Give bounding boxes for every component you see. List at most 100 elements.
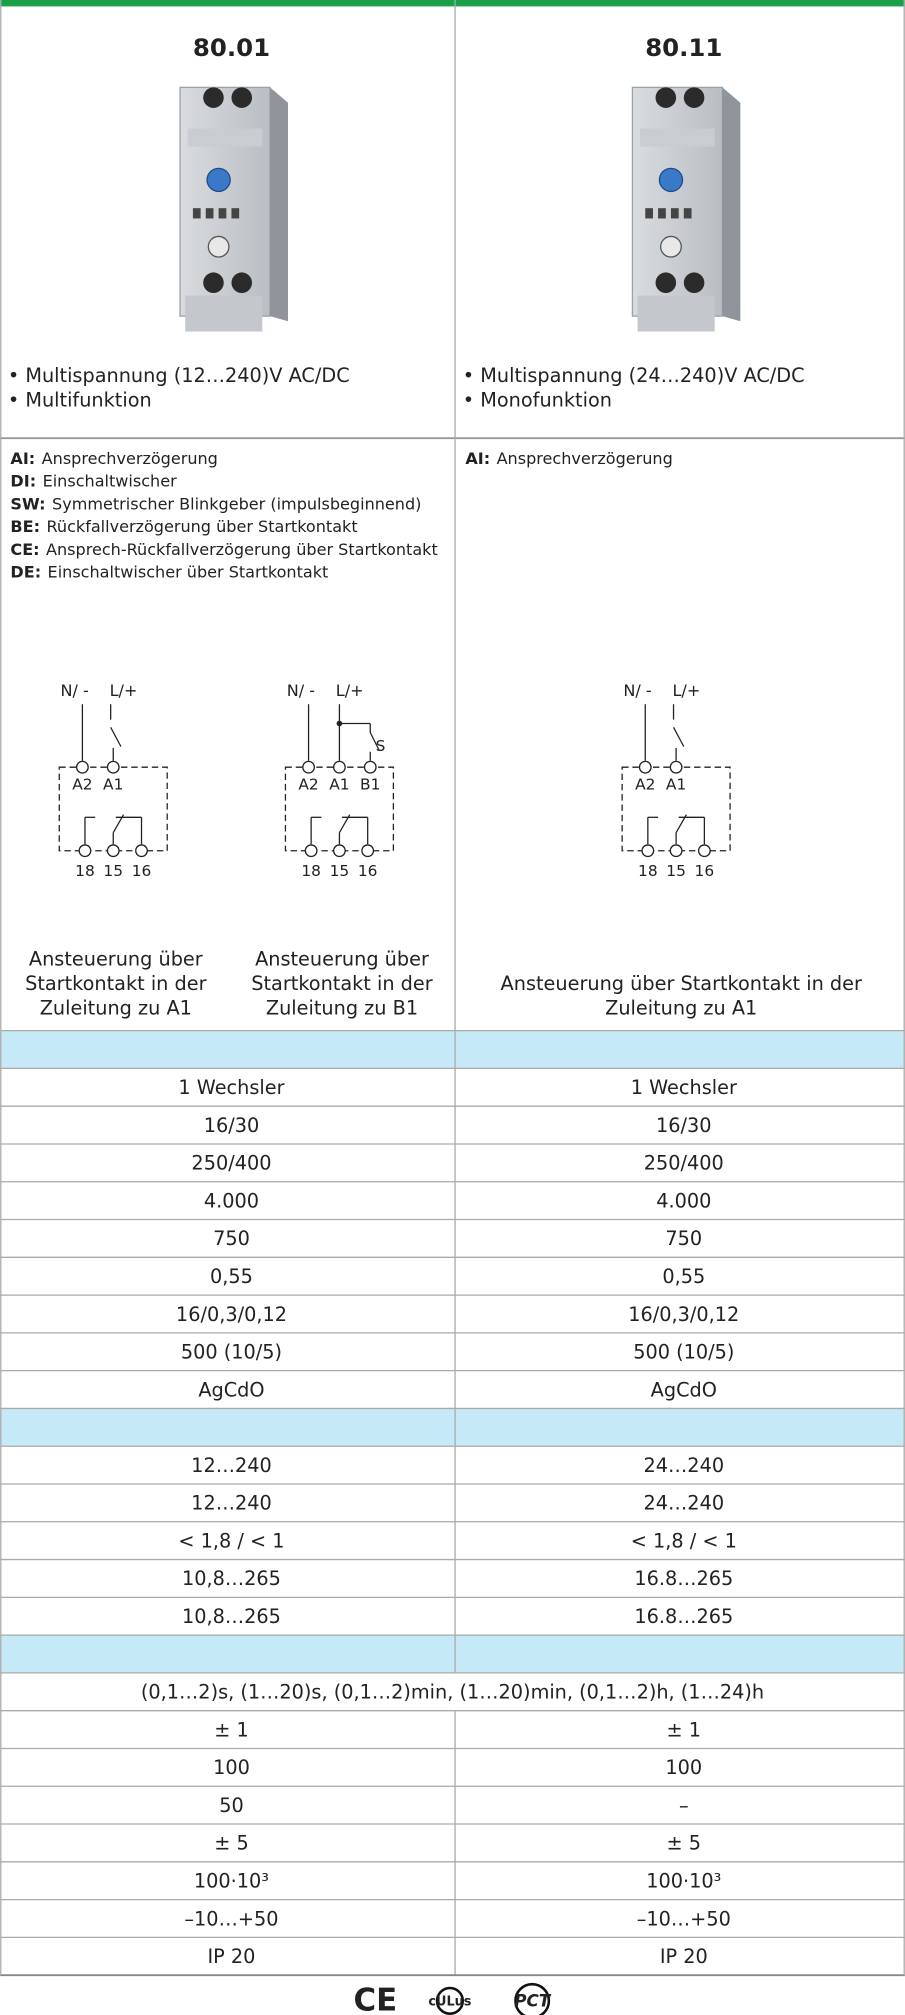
- table-cell: 16.8…265: [634, 1605, 733, 1628]
- table-cell: 10,8…265: [182, 1567, 281, 1590]
- contact: [641, 844, 655, 858]
- product-image: [631, 86, 741, 333]
- function-code: AI:: [10, 448, 35, 467]
- wiring-diagram: A2 A1 N/ - L/+: [621, 681, 731, 858]
- table-cell: ± 5: [214, 1832, 249, 1855]
- diagram-caption: Ansteuerung über: [255, 947, 429, 970]
- feature: • Monofunktion: [463, 388, 612, 411]
- table-cell: –10…+50: [637, 1907, 731, 1930]
- function-code: SW:: [10, 494, 45, 513]
- contact-label: 16: [695, 862, 715, 880]
- function-code: DI:: [10, 471, 36, 490]
- table-cell: –: [679, 1794, 689, 1817]
- table-cell: 0,55: [210, 1265, 253, 1288]
- wire: [110, 727, 122, 747]
- table-cell: 16/0,3/0,12: [176, 1303, 287, 1326]
- table-cell: 24…240: [644, 1454, 725, 1477]
- feature: • Multifunktion: [8, 388, 152, 411]
- wiring-diagram: S A2 A1 B1 N/ - L/+: [284, 681, 395, 858]
- table-cell: AgCdO: [198, 1378, 264, 1401]
- table-cell: 100: [213, 1756, 250, 1779]
- terminal-label: A1: [666, 776, 686, 794]
- table-cell: 500 (10/5): [181, 1341, 282, 1364]
- contact-label: 15: [330, 862, 350, 880]
- terminal-label: A1: [103, 776, 123, 794]
- function-code: DE:: [10, 562, 41, 581]
- table-cell: 100·10³: [194, 1869, 269, 1892]
- terminal-label: A2: [72, 776, 92, 794]
- function: SW: Symmetrischer Blinkgeber (impulsbegin…: [10, 494, 421, 513]
- contact: [361, 844, 375, 858]
- terminal-label: A2: [635, 776, 655, 794]
- function-text: Rückfallverzögerung über Startkontakt: [46, 517, 357, 536]
- supply-label: L/+: [110, 681, 138, 700]
- contact: [697, 844, 711, 858]
- supply-label: N/ -: [61, 681, 89, 700]
- table-cell: 4.000: [204, 1189, 259, 1212]
- table-cell: 16/30: [204, 1114, 260, 1137]
- function-text: Einschaltwischer: [43, 471, 178, 490]
- wire: [369, 732, 380, 751]
- table-cell: ± 1: [214, 1718, 249, 1741]
- table-cell: (0,1…2)s, (1…20)s, (0,1…2)min, (1…20)min…: [141, 1681, 764, 1704]
- section-header: [0, 1635, 905, 1673]
- table-cell: ± 5: [667, 1832, 702, 1855]
- terminal-label: A2: [298, 776, 318, 794]
- function-text: Symmetrischer Blinkgeber (impulsbeginnen…: [52, 494, 421, 513]
- contact-label: 15: [103, 862, 123, 880]
- table-cell: 12…240: [191, 1492, 272, 1515]
- contact: [78, 844, 92, 858]
- table-cell: 500 (10/5): [633, 1341, 734, 1364]
- table-cell: ± 1: [667, 1718, 702, 1741]
- terminal-label: B1: [360, 776, 380, 794]
- contact: [106, 844, 120, 858]
- cert-ring: [514, 1982, 551, 2015]
- function-code: AI:: [465, 448, 490, 467]
- contact-label: 18: [75, 862, 95, 880]
- table-cell: 16/30: [656, 1114, 712, 1137]
- function: BE: Rückfallverzögerung über Startkontakt: [10, 517, 357, 536]
- product-title: 80.01: [193, 33, 270, 62]
- top-bar: [0, 0, 905, 7]
- section-header: [0, 1030, 905, 1069]
- table-cell: 750: [213, 1227, 250, 1250]
- switch-label: S: [376, 737, 386, 755]
- cert-ring: [435, 1986, 465, 2015]
- product-image: [179, 86, 289, 333]
- diagram-caption: Startkontakt in der: [251, 972, 432, 995]
- table-cell: 250/400: [191, 1152, 271, 1175]
- diagram-caption: Zuleitung zu B1: [266, 996, 418, 1019]
- certification: PCT: [514, 1991, 551, 2011]
- certification: cULus: [428, 1995, 471, 2010]
- section-header: [0, 1408, 905, 1447]
- table-cell: < 1,8 / < 1: [631, 1529, 737, 1552]
- table-cell: 100·10³: [646, 1869, 721, 1892]
- contact-label: 18: [638, 862, 658, 880]
- table-cell: –10…+50: [184, 1907, 278, 1930]
- contact: [332, 844, 346, 858]
- function: AI: Ansprechverzögerung: [465, 448, 672, 467]
- contact: [669, 844, 683, 858]
- table-cell: IP 20: [660, 1945, 708, 1968]
- table-cell: 100: [665, 1756, 702, 1779]
- table-cell: 50: [219, 1794, 244, 1817]
- diagram-caption: Ansteuerung über Startkontakt in der: [501, 972, 862, 995]
- function-code: CE:: [10, 539, 39, 558]
- terminal: [302, 760, 315, 774]
- terminal: [75, 760, 89, 774]
- contact-label: 16: [358, 862, 378, 880]
- diagram-caption: Startkontakt in der: [25, 972, 206, 995]
- table-cell: IP 20: [207, 1945, 255, 1968]
- table-cell: 0,55: [662, 1265, 705, 1288]
- supply-label: N/ -: [287, 681, 315, 700]
- diagram-caption: Zuleitung zu A1: [605, 996, 757, 1019]
- table-cell: 16.8…265: [634, 1567, 733, 1590]
- terminal: [669, 760, 683, 774]
- supply-label: L/+: [672, 681, 700, 700]
- function-text: Ansprechverzögerung: [42, 448, 218, 467]
- certification: CE: [354, 1983, 398, 2015]
- table-cell: 1 Wechsler: [631, 1076, 737, 1099]
- table-cell: 10,8…265: [182, 1605, 281, 1628]
- function-text: Ansprech-Rückfallverzögerung über Startk…: [46, 539, 438, 558]
